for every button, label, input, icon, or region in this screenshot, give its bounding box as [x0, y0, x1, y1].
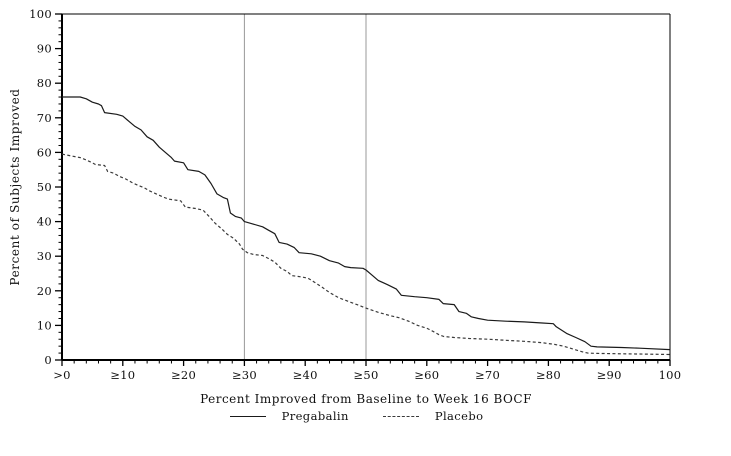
y-tick-label-80: 80	[37, 76, 52, 90]
placebo-line-sample-icon	[382, 415, 419, 417]
x-tick-label-30: ≥30	[232, 368, 257, 382]
y-tick-label-60: 60	[37, 145, 52, 159]
y-tick-label-70: 70	[37, 111, 52, 125]
y-tick-label-10: 10	[37, 318, 52, 332]
x-tick-label-80: ≥80	[536, 368, 561, 382]
legend: Pregabalin Placebo	[0, 409, 731, 423]
legend-label-pregabalin: Pregabalin	[281, 409, 349, 423]
x-axis-title: Percent Improved from Baseline to Week 1…	[200, 392, 532, 406]
legend-label-placebo: Placebo	[434, 409, 484, 423]
y-axis-title: Percent of Subjects Improved	[8, 88, 22, 286]
y-tick-label-50: 50	[37, 180, 52, 194]
pregabalin-line-sample-icon	[229, 415, 266, 417]
series-line-placebo	[61, 153, 671, 356]
x-tick-label-60: ≥60	[414, 368, 439, 382]
x-tick-label-10: ≥10	[110, 368, 135, 382]
x-tick-label-100: 100	[659, 368, 682, 382]
x-tick-label-20: ≥20	[171, 368, 196, 382]
x-tick-label-50: ≥50	[353, 368, 378, 382]
x-tick-label-40: ≥40	[293, 368, 318, 382]
series-line-pregabalin	[62, 96, 671, 351]
y-tick-label-90: 90	[37, 42, 52, 56]
x-tick-label-70: ≥70	[475, 368, 500, 382]
y-tick-label-100: 100	[29, 7, 52, 21]
y-tick-label-40: 40	[37, 215, 52, 229]
x-tick-label-0: >0	[53, 368, 71, 382]
y-tick-label-20: 20	[37, 284, 52, 298]
y-tick-label-30: 30	[37, 249, 52, 263]
x-tick-label-90: ≥90	[597, 368, 622, 382]
y-tick-label-0: 0	[44, 353, 52, 367]
